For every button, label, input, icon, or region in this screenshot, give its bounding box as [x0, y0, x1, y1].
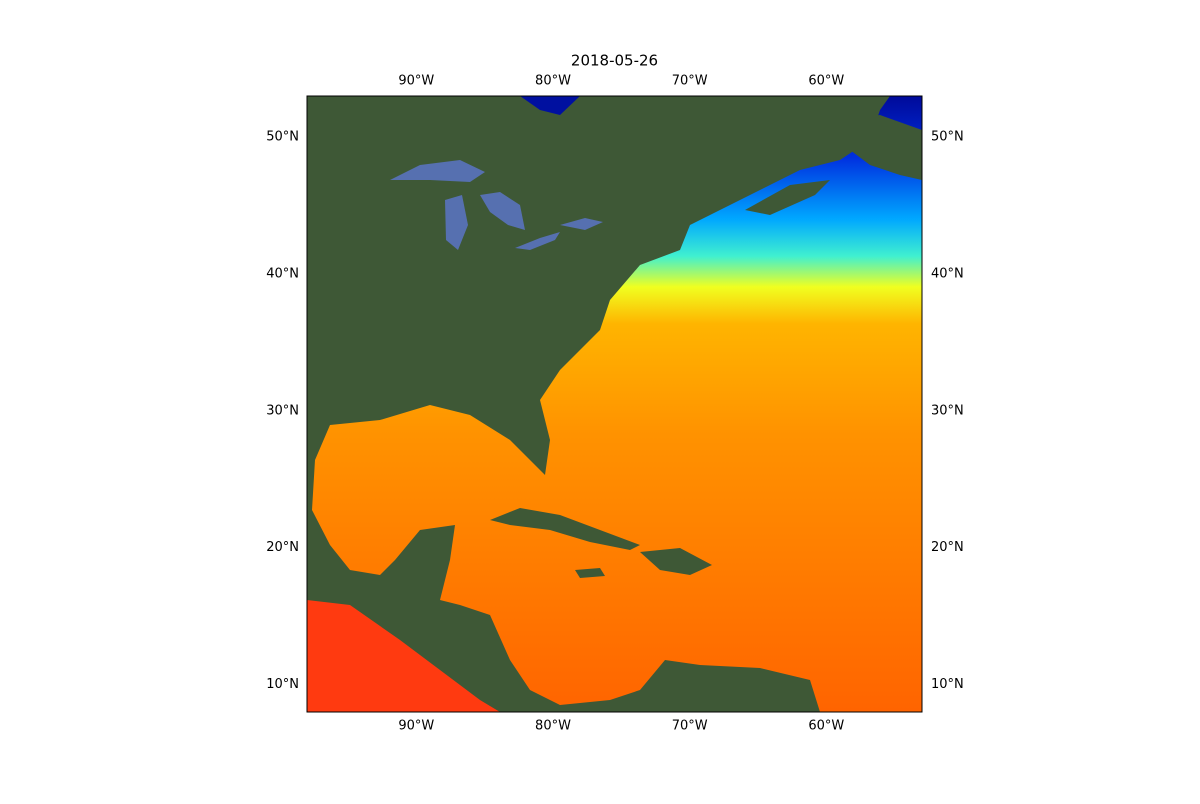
x-tick-label-top: 80°W: [535, 74, 571, 89]
y-tick-label-right: 10°N: [931, 677, 964, 692]
lake-michigan: [445, 195, 468, 250]
y-tick-label-right: 50°N: [931, 130, 964, 145]
lake-huron: [480, 192, 525, 230]
x-tick-label-top: 60°W: [808, 74, 844, 89]
y-tick-label-right: 40°N: [931, 266, 964, 281]
y-tick-label-right: 20°N: [931, 540, 964, 555]
nova-scotia: [745, 180, 830, 215]
y-tick-label-left: 20°N: [266, 540, 299, 555]
x-tick-label-top: 90°W: [398, 74, 434, 89]
lake-superior: [390, 160, 485, 182]
y-tick-label-left: 30°N: [266, 403, 299, 418]
jamaica: [575, 568, 605, 578]
cuba: [490, 508, 640, 550]
map-frame: [306, 95, 923, 713]
x-tick-label-bottom: 90°W: [398, 719, 434, 734]
hispaniola: [640, 548, 712, 575]
pacific: [307, 600, 500, 712]
y-tick-label-left: 40°N: [266, 266, 299, 281]
x-tick-label-top: 70°W: [672, 74, 708, 89]
map-image: [307, 96, 922, 712]
hudson-bay: [520, 96, 580, 115]
x-tick-label-bottom: 60°W: [808, 719, 844, 734]
chart-title: 2018-05-26: [571, 52, 658, 70]
lake-erie: [515, 232, 560, 250]
y-tick-label-right: 30°N: [931, 403, 964, 418]
y-tick-label-left: 50°N: [266, 130, 299, 145]
y-tick-label-left: 10°N: [266, 677, 299, 692]
newfoundland: [840, 115, 922, 180]
lake-ontario: [560, 218, 603, 230]
ocean: [312, 96, 922, 712]
x-tick-label-bottom: 70°W: [672, 719, 708, 734]
x-tick-label-bottom: 80°W: [535, 719, 571, 734]
